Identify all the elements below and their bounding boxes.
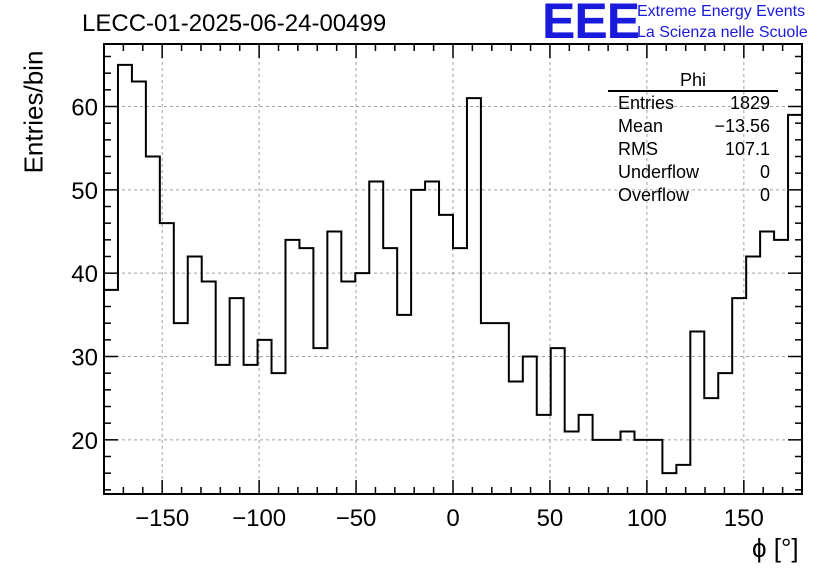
stats-label: Entries <box>618 93 675 113</box>
x-tick-label: 150 <box>724 505 764 532</box>
stats-row-rms: RMS 107.1 <box>608 138 778 161</box>
stats-value: 0 <box>759 162 770 182</box>
stats-value: 1829 <box>729 93 770 113</box>
x-tick-label: −100 <box>232 505 286 532</box>
stats-value: −13.56 <box>714 116 770 136</box>
stats-row-entries: Entries 1829 <box>608 92 778 115</box>
stats-value: 0 <box>759 185 770 205</box>
chart-title: LECC-01-2025-06-24-00499 <box>82 10 387 37</box>
stats-label: Mean <box>618 116 664 136</box>
stats-label: RMS <box>618 139 658 159</box>
x-tick-label: 50 <box>537 505 564 532</box>
stats-row-mean: Mean −13.56 <box>608 115 778 138</box>
stats-box-title: Phi <box>608 70 778 92</box>
x-tick-label: −50 <box>336 505 377 532</box>
y-tick-label: 40 <box>71 261 98 288</box>
x-tick-label: −150 <box>135 505 189 532</box>
logo-text-line2: La Scienza nelle Scuole <box>637 24 808 41</box>
stats-label: Overflow <box>618 185 690 205</box>
histogram-series-line <box>104 63 802 475</box>
stats-label: Underflow <box>618 162 700 182</box>
y-tick-label: 20 <box>71 428 98 455</box>
y-tick-label: 50 <box>71 178 98 205</box>
stats-box: Phi Entries 1829 Mean −13.56 RMS 107.1 U… <box>608 70 778 207</box>
eee-logo-mark: EEE <box>542 0 640 49</box>
stats-value: 107.1 <box>724 139 770 159</box>
tick-layer: −150 −100 −50 0 50 100 150 20 30 40 50 60 <box>71 44 803 532</box>
x-tick-label: 0 <box>446 505 459 532</box>
grid-layer <box>104 44 802 494</box>
stats-row-overflow: Overflow 0 <box>608 184 778 207</box>
y-tick-label: 60 <box>71 95 98 122</box>
logo-text-line1: Extreme Energy Events <box>637 3 806 20</box>
stats-row-underflow: Underflow 0 <box>608 161 778 184</box>
y-tick-label: 30 <box>71 345 98 372</box>
x-axis-label: ϕ [°] <box>752 533 799 563</box>
x-tick-label: 100 <box>627 505 667 532</box>
y-axis-label: Entries/bin <box>18 50 49 174</box>
